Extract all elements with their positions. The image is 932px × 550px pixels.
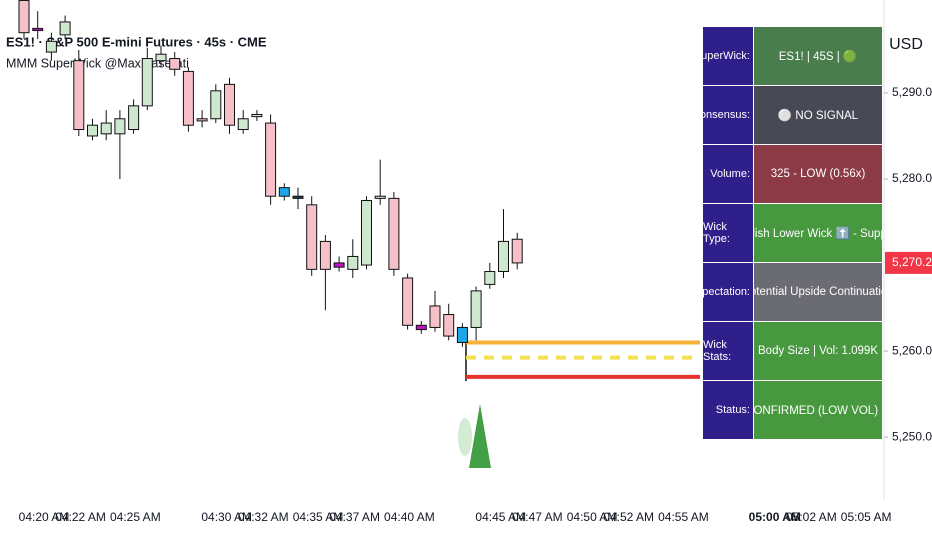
candle-body: [374, 195, 386, 199]
chart-title: ES1! · S&P 500 E-mini Futures · 45s · CM…: [6, 34, 267, 49]
candle-body: [114, 118, 126, 135]
row-value: 2.83X Body Size | Vol: 1.099K (1.88): [754, 322, 882, 380]
x-tick-label: 04:40 AM: [384, 510, 435, 524]
buy-signal: [469, 404, 491, 468]
table-row: Wick Stats:2.83X Body Size | Vol: 1.099K…: [703, 322, 882, 381]
candle-body: [402, 277, 414, 326]
row-label: Consensus:: [692, 86, 754, 144]
y-tick-label: 5,280.00: [892, 171, 932, 185]
candle-body: [429, 305, 441, 328]
row-value: ES1! | 45S | 🟢: [754, 27, 882, 85]
x-tick-label: 04:32 AM: [238, 510, 289, 524]
row-label: SuperWick:: [694, 27, 754, 85]
candle-body: [196, 118, 208, 122]
x-tick-label: 05:00 AM: [749, 510, 801, 524]
candle-body: [265, 122, 277, 197]
candle-body: [32, 27, 44, 32]
row-label: Status:: [703, 381, 754, 439]
candle-body: [498, 240, 509, 273]
candle-body: [169, 58, 181, 70]
candle-body: [470, 290, 482, 328]
x-tick-label: 04:55 AM: [658, 510, 709, 524]
row-value: 325 - LOW (0.56x): [754, 145, 882, 203]
candle-body: [443, 314, 455, 337]
table-row: Wick Type:Bullish Lower Wick ⬆️ - Suppor…: [703, 204, 882, 263]
price-tag-label: 5,270.25: [892, 255, 932, 269]
candle-body: [182, 70, 194, 126]
row-label: Expectation:: [689, 263, 754, 321]
candle-body: [456, 326, 468, 344]
candle-body: [251, 113, 263, 118]
x-tick-label: 05:02 AM: [786, 510, 837, 524]
candle-body: [45, 40, 57, 53]
table-row: Consensus: ⚪ NO SIGNAL: [692, 86, 882, 145]
candle-body: [292, 195, 304, 199]
candle-body: [306, 204, 318, 270]
row-value: Bullish Lower Wick ⬆️ - Support: [754, 204, 882, 262]
x-tick-label: 04:30 AM: [201, 510, 252, 524]
row-label: Wick Type:: [703, 204, 754, 262]
candle-body: [224, 83, 235, 126]
x-tick-label: 04:22 AM: [55, 510, 106, 524]
candle-body: [278, 187, 290, 197]
row-label: Volume:: [703, 145, 754, 203]
y-tick-label: 5,250.00: [892, 429, 932, 443]
x-tick-label: 04:45 AM: [475, 510, 526, 524]
table-row: SuperWick: ES1! | 45S | 🟢: [694, 27, 882, 86]
candle-body: [141, 58, 153, 107]
candle-body: [155, 53, 167, 62]
x-tick-label: 05:05 AM: [841, 510, 892, 524]
faded-signal: [458, 418, 472, 456]
candle-body: [87, 124, 98, 137]
candle-body: [59, 21, 71, 36]
x-tick-label: 04:47 AM: [512, 510, 563, 524]
row-value: CONFIRMED (LOW VOL) ✓: [754, 381, 882, 439]
currency: USD: [889, 36, 923, 53]
candle-body: [415, 324, 427, 331]
candle-body: [333, 262, 345, 268]
candle-body: [319, 240, 331, 270]
candle-body: [237, 118, 249, 131]
candle-body: [18, 0, 30, 34]
candle-body: [511, 238, 523, 264]
row-label: Wick Stats:: [703, 322, 754, 380]
price-tag: [885, 251, 932, 274]
x-tick-label: 04:52 AM: [603, 510, 654, 524]
x-tick-label: 04:35 AM: [293, 510, 344, 524]
x-tick-label: 04:50 AM: [567, 510, 618, 524]
y-tick-label: 5,290.00: [892, 85, 932, 99]
info-table: SuperWick: ES1! | 45S | 🟢 Consensus: ⚪ NO S…: [689, 27, 882, 440]
x-tick-label: 04:25 AM: [110, 510, 161, 524]
table-row: Volume: 325 - LOW (0.56x): [703, 145, 882, 204]
candle-body: [388, 197, 400, 270]
x-tick-label: 04:37 AM: [329, 510, 380, 524]
candle-body: [347, 255, 359, 270]
candle-body: [361, 200, 372, 266]
table-row: Status:CONFIRMED (LOW VOL) ✓: [703, 381, 882, 440]
x-tick-label: 04:20 AM: [19, 510, 70, 524]
candle-body: [73, 60, 85, 131]
candle-body: [484, 271, 496, 285]
table-row: Expectation:Potential Upside Continuatio…: [689, 263, 882, 322]
y-tick-label: 5,260.00: [892, 343, 932, 357]
candle-body: [210, 90, 222, 120]
row-value: Potential Upside Continuation: [754, 263, 882, 321]
candle-body: [128, 105, 140, 131]
candle-body: [100, 122, 112, 135]
row-value: ⚪ NO SIGNAL: [754, 86, 882, 144]
